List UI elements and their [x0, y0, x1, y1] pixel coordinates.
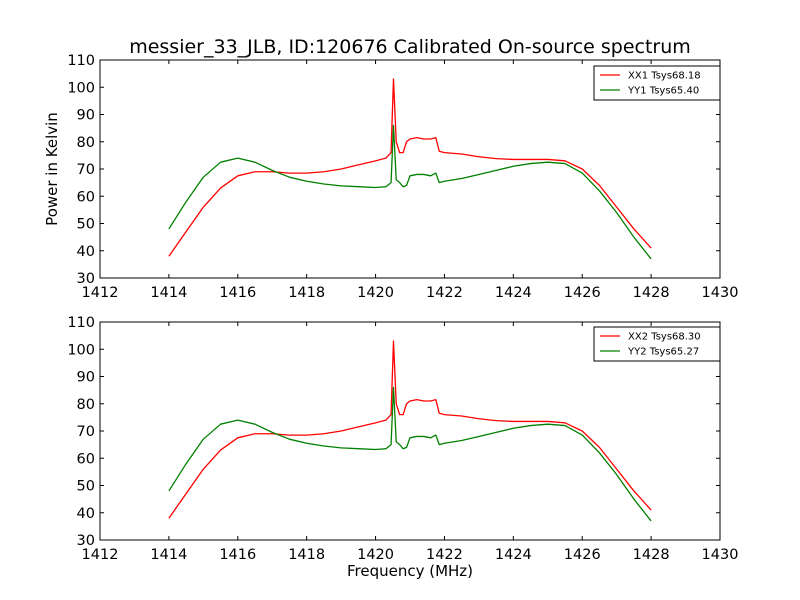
x-tick-label: 1412 — [82, 547, 119, 563]
y-tick-label: 110 — [67, 53, 95, 69]
x-tick-label: 1416 — [219, 547, 256, 563]
y-tick-label: 80 — [77, 135, 95, 151]
y-tick-label: 50 — [77, 479, 95, 495]
y-tick-label: 100 — [67, 80, 95, 96]
y-tick-label: 90 — [77, 108, 95, 124]
y-tick-label: 90 — [77, 370, 95, 386]
x-tick-label: 1416 — [219, 285, 256, 301]
legend: XX1 Tsys68.18 YY1 Tsys65.40 — [593, 65, 721, 101]
x-axis-label: Frequency (MHz) — [347, 562, 473, 580]
legend-box — [593, 65, 721, 101]
y-tick-label: 70 — [77, 424, 95, 440]
x-tick-label: 1430 — [702, 285, 739, 301]
y-tick-label: 110 — [67, 315, 95, 331]
legend-label: XX1 Tsys68.18 — [628, 71, 701, 82]
legend-label: YY2 Tsys65.27 — [627, 347, 699, 358]
series-line-xx — [168, 78, 652, 257]
x-tick-label: 1424 — [495, 285, 532, 301]
y-tick-label: 70 — [77, 162, 95, 178]
bottom-panel: 1412 1414 1416 1418 1420 1422 1424 1426 1428 1430… — [67, 315, 738, 580]
series-line-yy — [168, 124, 652, 260]
legend-label: YY1 Tsys65.40 — [627, 86, 699, 97]
y-tick-label: 30 — [77, 271, 95, 287]
x-tick-label: 1414 — [150, 547, 187, 563]
x-tick-label: 1428 — [633, 285, 670, 301]
series-line-xx — [168, 340, 652, 519]
x-tick-label: 1424 — [495, 547, 532, 563]
y-tick-label: 40 — [77, 506, 95, 522]
y-tick-label: 80 — [77, 397, 95, 413]
y-axis-label: Power in Kelvin — [43, 112, 61, 226]
x-tick-label: 1430 — [702, 547, 739, 563]
x-tick-label: 1426 — [564, 285, 601, 301]
y-tick-label: 100 — [67, 342, 95, 358]
series-line-yy — [168, 386, 652, 522]
x-tick-label: 1418 — [288, 285, 325, 301]
y-tick-label: 30 — [77, 533, 95, 549]
y-tick-label: 60 — [77, 451, 95, 467]
y-tick-label: 50 — [77, 217, 95, 233]
legend-label: XX2 Tsys68.30 — [628, 332, 701, 343]
x-tick-label: 1414 — [150, 285, 187, 301]
y-tick-label: 60 — [77, 189, 95, 205]
x-tick-label: 1412 — [82, 285, 119, 301]
x-tick-label: 1426 — [564, 547, 601, 563]
x-tick-label: 1422 — [426, 285, 463, 301]
x-tick-label: 1420 — [357, 285, 394, 301]
x-tick-label: 1418 — [288, 547, 325, 563]
legend: XX2 Tsys68.30 YY2 Tsys65.27 — [593, 326, 721, 362]
figure-title: messier_33_JLB, ID:120676 Calibrated On-… — [129, 36, 691, 58]
legend-box — [593, 326, 721, 362]
x-tick-label: 1428 — [633, 547, 670, 563]
x-tick-label: 1420 — [357, 547, 394, 563]
top-panel: 1412 1414 1416 1418 1420 1422 1424 1426 1428 1430… — [43, 53, 738, 301]
y-tick-label: 40 — [77, 244, 95, 260]
x-tick-label: 1422 — [426, 547, 463, 563]
